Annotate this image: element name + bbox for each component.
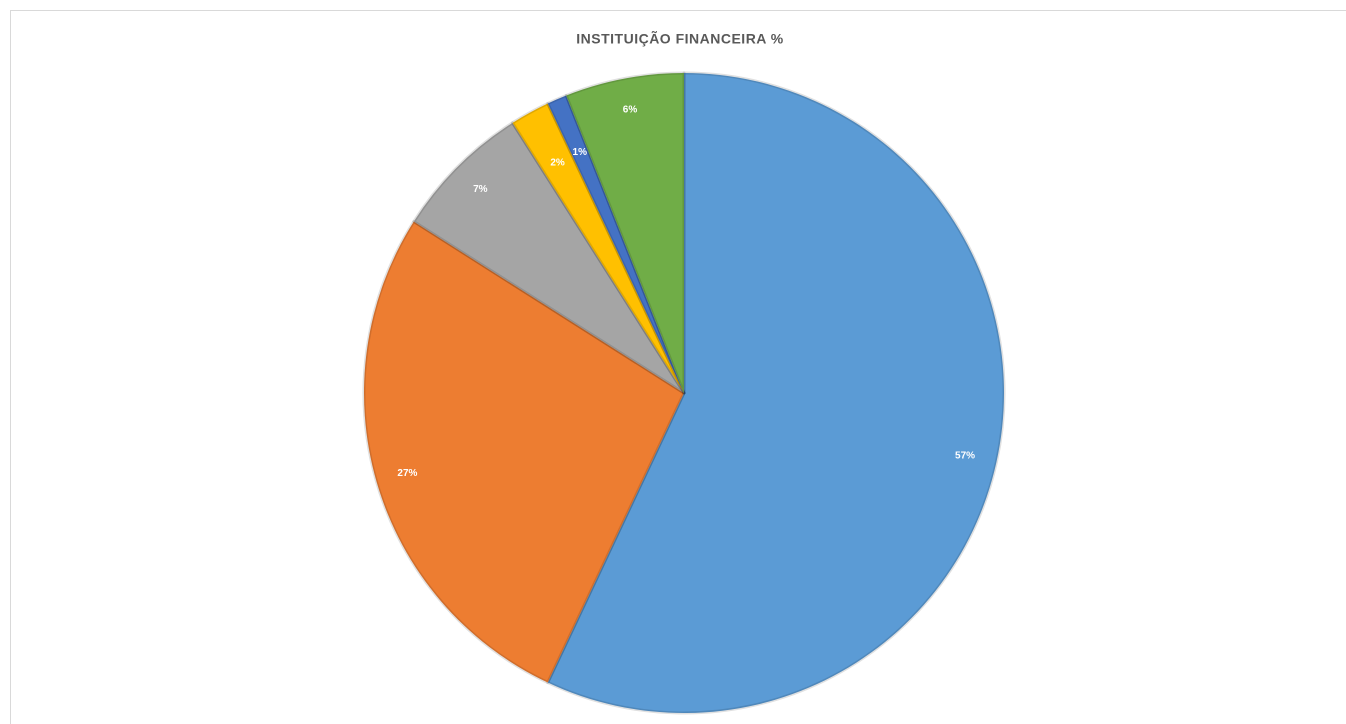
data-label: 6% bbox=[623, 105, 638, 116]
chart-title: INSTITUIÇÃO FINANCEIRA % bbox=[576, 30, 784, 47]
pie bbox=[362, 71, 1006, 715]
data-label: 1% bbox=[573, 147, 588, 158]
pie-slice bbox=[564, 71, 686, 395]
data-label: 7% bbox=[473, 184, 488, 195]
pie-slice bbox=[511, 101, 686, 395]
data-label: 2% bbox=[550, 158, 565, 169]
pie-slice bbox=[546, 93, 686, 395]
pie-slice bbox=[412, 121, 686, 395]
pie-slice bbox=[546, 71, 1006, 715]
data-label: 27% bbox=[397, 468, 417, 479]
data-labels: 57% 27% 7% 2% 1% 6% bbox=[397, 105, 975, 479]
data-label: 57% bbox=[955, 450, 975, 461]
pie-slice bbox=[362, 220, 686, 685]
